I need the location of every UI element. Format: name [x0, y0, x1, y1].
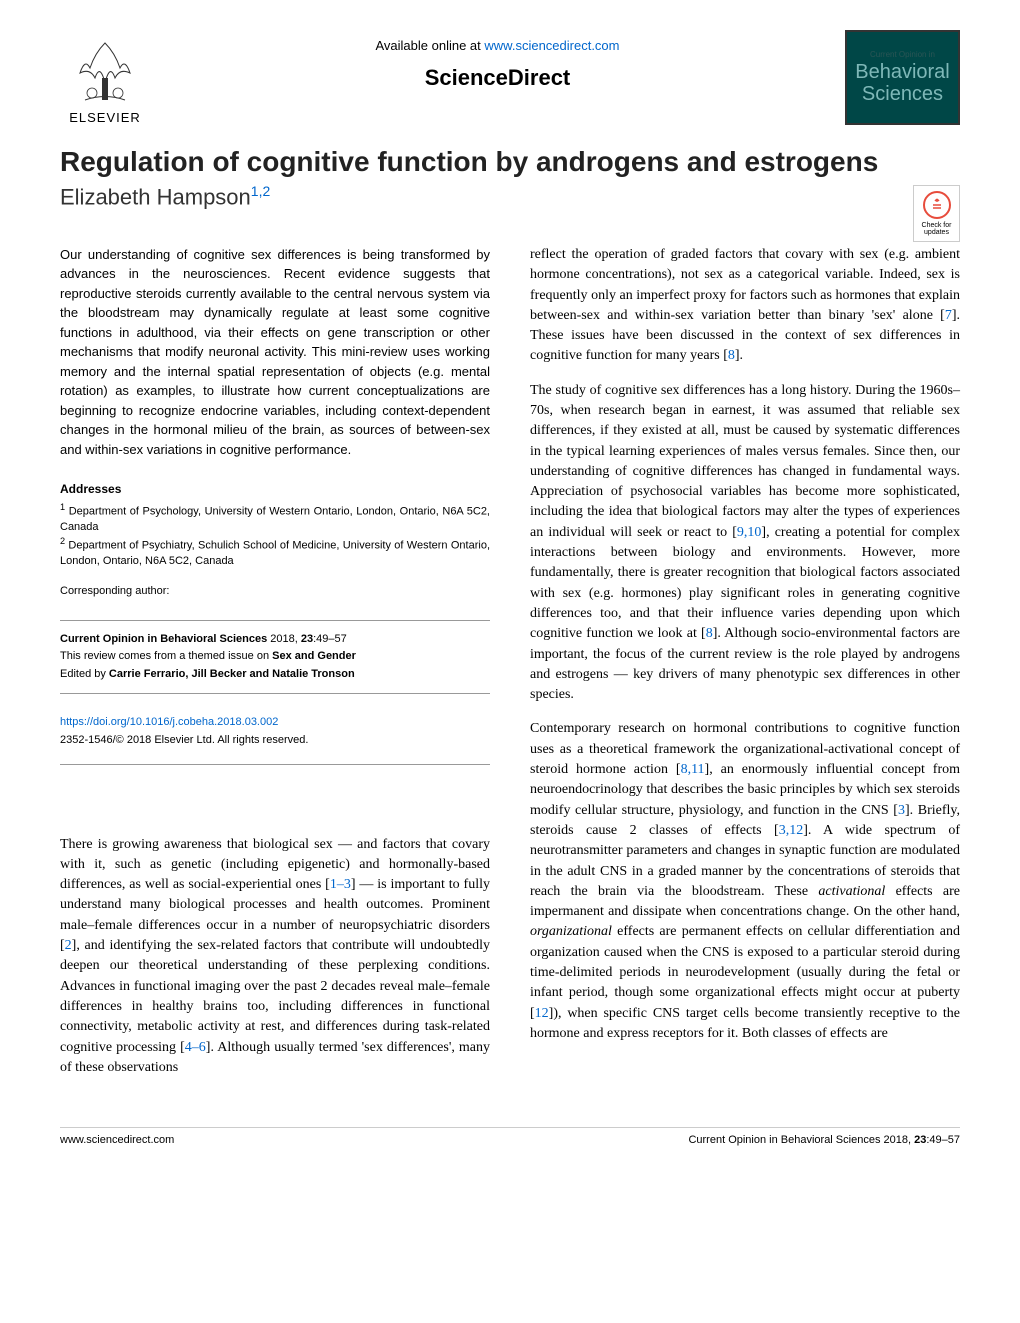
theme-name: Sex and Gender	[272, 650, 356, 662]
sciencedirect-logo: ScienceDirect	[150, 65, 845, 91]
copyright-line: 2352-1546/© 2018 Elsevier Ltd. All right…	[60, 734, 308, 746]
ref-link[interactable]: 3	[898, 803, 905, 818]
addresses-header: Addresses	[60, 481, 490, 498]
address-1: Department of Psychology, University of …	[60, 505, 490, 532]
ref-link[interactable]: 8,11	[681, 762, 705, 777]
authors: Elizabeth Hampson1,2	[60, 183, 960, 210]
footer-left: www.sciencedirect.com	[60, 1134, 174, 1146]
article-title: Regulation of cognitive function by andr…	[60, 145, 960, 179]
ref-link[interactable]: 2	[65, 938, 72, 953]
themed-prefix: This review comes from a themed issue on	[60, 650, 272, 662]
journal-badge-main: Behavioral Sciences	[855, 61, 950, 105]
ref-link[interactable]: 4–6	[185, 1040, 206, 1055]
citation-info-box: Current Opinion in Behavioral Sciences 2…	[60, 620, 490, 695]
col2-para2: The study of cognitive sex differences h…	[530, 381, 960, 706]
author-name: Elizabeth Hampson	[60, 184, 251, 209]
addresses-block: 1 Department of Psychology, University o…	[60, 501, 490, 570]
editors-names: Carrie Ferrario, Jill Becker and Natalie…	[109, 668, 355, 680]
ref-link[interactable]: 8	[728, 348, 735, 363]
footer-right: Current Opinion in Behavioral Sciences 2…	[688, 1134, 960, 1146]
ref-link[interactable]: 12	[535, 1006, 549, 1021]
editors-line: Edited by Carrie Ferrario, Jill Becker a…	[60, 666, 490, 684]
journal-badge-top: Current Opinion in	[870, 50, 935, 59]
journal-line1: Behavioral	[855, 61, 950, 83]
ref-link[interactable]: 9,10	[737, 525, 762, 540]
two-column-body: Our understanding of cognitive sex diffe…	[60, 245, 960, 1092]
author-affil-sup: 1,2	[251, 183, 270, 199]
ref-link[interactable]: 1–3	[330, 877, 351, 892]
footer-row: www.sciencedirect.com Current Opinion in…	[60, 1127, 960, 1146]
check-updates-badge[interactable]: Check for updates	[913, 185, 960, 242]
edited-prefix: Edited by	[60, 668, 109, 680]
col1-para1: There is growing awareness that biologic…	[60, 835, 490, 1079]
check-updates-label: Check for updates	[914, 222, 959, 236]
ref-link[interactable]: 3,12	[779, 823, 804, 838]
right-column: reflect the operation of graded factors …	[530, 245, 960, 1092]
address-2: Department of Psychiatry, Schulich Schoo…	[60, 540, 490, 567]
right-body-text: reflect the operation of graded factors …	[530, 245, 960, 1044]
available-online-text: Available online at www.sciencedirect.co…	[150, 38, 845, 53]
header-row: ELSEVIER Available online at www.science…	[60, 30, 960, 125]
citation-line: Current Opinion in Behavioral Sciences 2…	[60, 631, 490, 649]
elsevier-brand-text: ELSEVIER	[69, 110, 141, 125]
sciencedirect-link[interactable]: www.sciencedirect.com	[484, 38, 619, 53]
col2-para3: Contemporary research on hormonal contri…	[530, 719, 960, 1044]
col2-para1: reflect the operation of graded factors …	[530, 245, 960, 367]
elsevier-tree-icon	[70, 38, 140, 108]
available-prefix: Available online at	[375, 38, 484, 53]
center-header: Available online at www.sciencedirect.co…	[150, 30, 845, 91]
journal-badge: Current Opinion in Behavioral Sciences	[845, 30, 960, 125]
left-body-text: There is growing awareness that biologic…	[60, 835, 490, 1079]
citation-vol: 23	[301, 633, 313, 645]
journal-line2: Sciences	[862, 83, 943, 105]
corresponding-author: Corresponding author:	[60, 584, 490, 600]
citation-year: 2018,	[267, 633, 301, 645]
themed-issue-line: This review comes from a themed issue on…	[60, 648, 490, 666]
ref-link[interactable]: 8	[706, 626, 713, 641]
left-column: Our understanding of cognitive sex diffe…	[60, 245, 490, 1092]
citation-journal: Current Opinion in Behavioral Sciences	[60, 633, 267, 645]
check-updates-icon	[923, 191, 951, 219]
citation-pages: :49–57	[313, 633, 347, 645]
elsevier-logo[interactable]: ELSEVIER	[60, 30, 150, 125]
doi-link[interactable]: https://doi.org/10.1016/j.cobeha.2018.03…	[60, 716, 278, 728]
ref-link[interactable]: 7	[945, 308, 952, 323]
doi-block: https://doi.org/10.1016/j.cobeha.2018.03…	[60, 714, 490, 764]
abstract: Our understanding of cognitive sex diffe…	[60, 245, 490, 460]
